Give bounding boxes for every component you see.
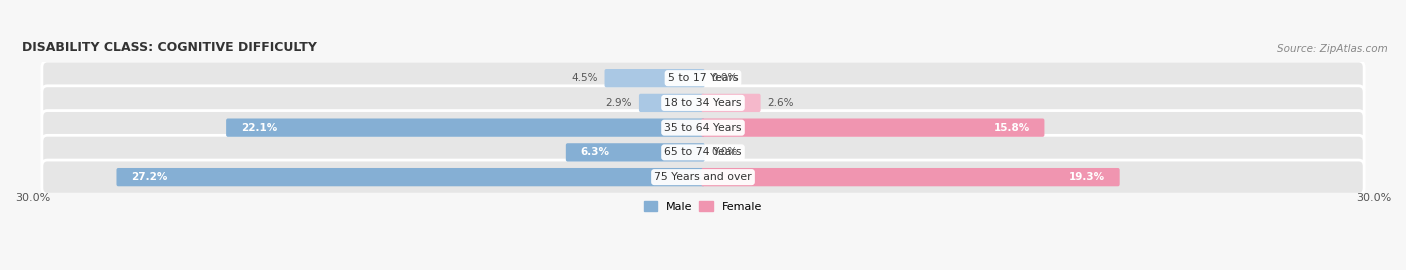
FancyBboxPatch shape	[702, 94, 761, 112]
Text: 4.5%: 4.5%	[571, 73, 598, 83]
FancyBboxPatch shape	[117, 168, 704, 186]
Text: 30.0%: 30.0%	[15, 193, 51, 203]
FancyBboxPatch shape	[702, 119, 1045, 137]
Legend: Male, Female: Male, Female	[640, 197, 766, 217]
Text: 18 to 34 Years: 18 to 34 Years	[664, 98, 742, 108]
Text: 2.6%: 2.6%	[768, 98, 794, 108]
FancyBboxPatch shape	[42, 86, 1364, 120]
Text: 30.0%: 30.0%	[1355, 193, 1391, 203]
FancyBboxPatch shape	[42, 61, 1364, 95]
FancyBboxPatch shape	[605, 69, 704, 87]
Text: 22.1%: 22.1%	[240, 123, 277, 133]
Text: 35 to 64 Years: 35 to 64 Years	[664, 123, 742, 133]
Text: 0.0%: 0.0%	[711, 147, 738, 157]
Text: 65 to 74 Years: 65 to 74 Years	[664, 147, 742, 157]
Text: 2.9%: 2.9%	[606, 98, 633, 108]
Text: 6.3%: 6.3%	[581, 147, 609, 157]
Text: 15.8%: 15.8%	[994, 123, 1029, 133]
FancyBboxPatch shape	[702, 168, 1119, 186]
Text: DISABILITY CLASS: COGNITIVE DIFFICULTY: DISABILITY CLASS: COGNITIVE DIFFICULTY	[22, 41, 316, 54]
FancyBboxPatch shape	[42, 111, 1364, 145]
FancyBboxPatch shape	[226, 119, 704, 137]
Text: 5 to 17 Years: 5 to 17 Years	[668, 73, 738, 83]
Text: 75 Years and over: 75 Years and over	[654, 172, 752, 182]
Text: 0.0%: 0.0%	[711, 73, 738, 83]
FancyBboxPatch shape	[638, 94, 704, 112]
FancyBboxPatch shape	[42, 160, 1364, 194]
FancyBboxPatch shape	[42, 135, 1364, 170]
Text: Source: ZipAtlas.com: Source: ZipAtlas.com	[1278, 44, 1388, 54]
Text: 27.2%: 27.2%	[131, 172, 167, 182]
Text: 19.3%: 19.3%	[1069, 172, 1105, 182]
FancyBboxPatch shape	[565, 143, 704, 161]
